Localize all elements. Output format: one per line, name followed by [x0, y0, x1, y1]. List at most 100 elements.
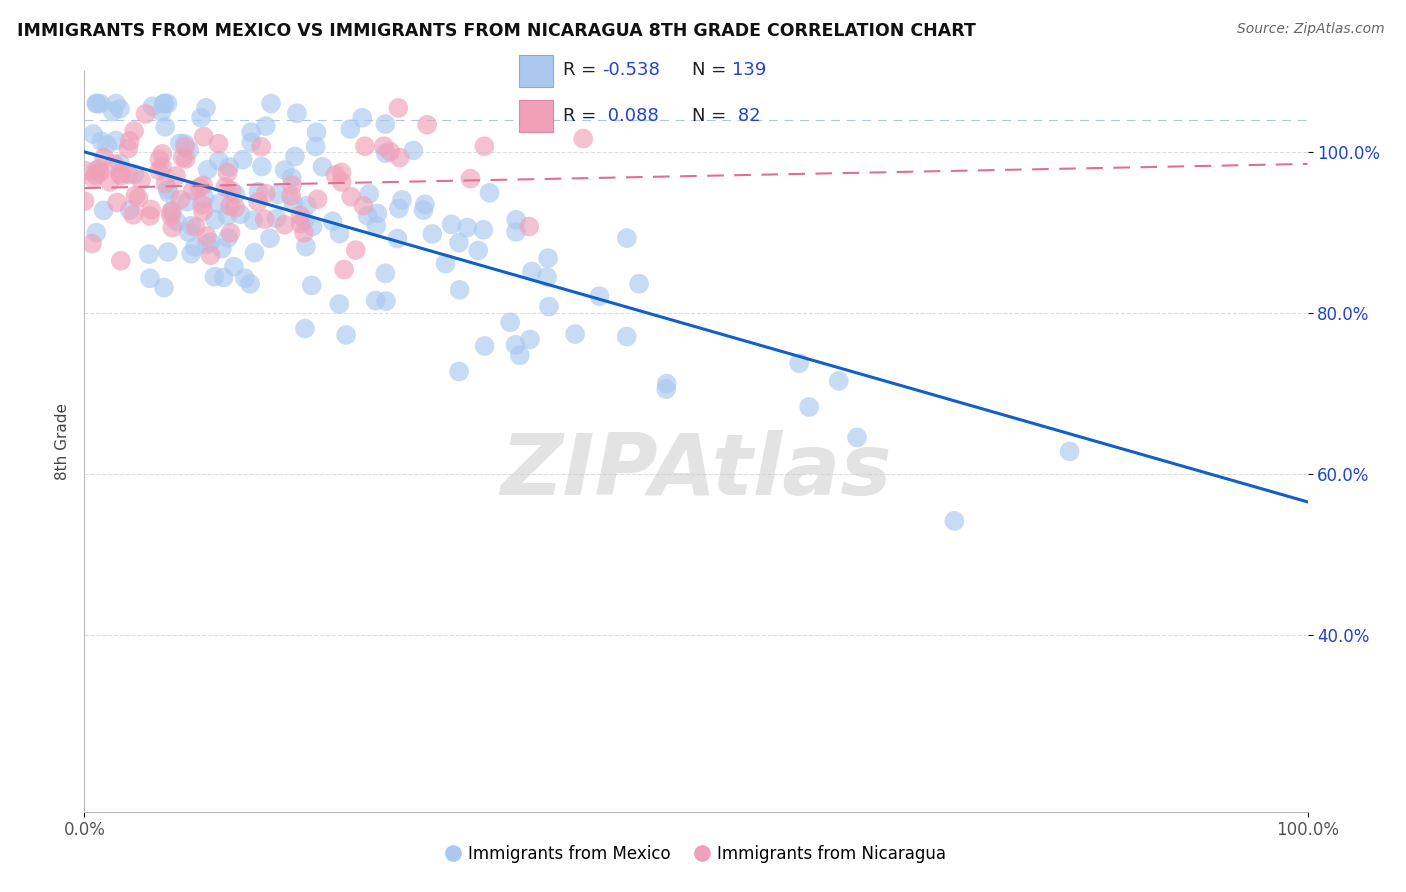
Point: [242, 213, 264, 227]
Point: [828, 374, 851, 388]
Text: R =: R =: [564, 62, 602, 79]
Point: [260, 96, 283, 111]
Legend: Immigrants from Mexico, Immigrants from Nicaragua: Immigrants from Mexico, Immigrants from …: [439, 838, 953, 870]
Point: [98, 175, 121, 189]
Point: [156, 245, 179, 260]
Point: [373, 139, 395, 153]
Point: [84, 163, 107, 178]
Point: [943, 514, 966, 528]
Point: [193, 191, 215, 205]
Point: [460, 171, 482, 186]
Point: [221, 184, 243, 198]
Point: [139, 209, 162, 223]
Text: 139: 139: [733, 62, 766, 79]
Point: [233, 271, 256, 285]
Point: [434, 256, 457, 270]
Point: [117, 168, 139, 182]
Point: [110, 156, 132, 170]
Point: [391, 193, 413, 207]
Point: [655, 376, 678, 391]
Point: [374, 117, 396, 131]
Point: [247, 194, 270, 209]
Point: [254, 119, 277, 133]
Point: [148, 152, 170, 166]
Point: [449, 283, 471, 297]
Point: [188, 180, 211, 194]
Point: [344, 243, 367, 257]
Point: [118, 203, 141, 218]
Point: [572, 131, 595, 145]
Point: [180, 219, 202, 233]
Point: [138, 247, 160, 261]
Point: [208, 153, 231, 168]
Point: [86, 96, 108, 111]
Point: [294, 213, 316, 227]
Point: [846, 430, 869, 444]
Point: [118, 134, 141, 148]
Point: [295, 198, 318, 212]
Point: [240, 135, 263, 149]
Point: [156, 182, 179, 196]
Point: [283, 196, 305, 211]
Point: [122, 124, 145, 138]
Point: [103, 157, 125, 171]
Point: [499, 315, 522, 329]
Point: [520, 264, 543, 278]
Point: [108, 167, 131, 181]
Point: [456, 220, 478, 235]
Point: [564, 327, 586, 342]
Point: [352, 199, 374, 213]
Point: [240, 125, 263, 139]
Point: [177, 225, 200, 239]
Point: [420, 227, 443, 241]
Point: [284, 149, 307, 163]
Point: [281, 178, 304, 193]
Point: [330, 165, 353, 179]
Point: [388, 151, 411, 165]
Point: [197, 162, 219, 177]
Point: [83, 171, 105, 186]
Point: [155, 177, 177, 191]
Point: [87, 161, 110, 176]
Point: [150, 146, 173, 161]
Point: [172, 151, 194, 165]
Point: [378, 145, 401, 159]
Text: IMMIGRANTS FROM MEXICO VS IMMIGRANTS FROM NICARAGUA 8TH GRADE CORRELATION CHART: IMMIGRANTS FROM MEXICO VS IMMIGRANTS FRO…: [17, 22, 976, 40]
Point: [80, 236, 103, 251]
Point: [416, 118, 439, 132]
Point: [84, 168, 107, 182]
Point: [537, 300, 560, 314]
Point: [290, 209, 312, 223]
Point: [117, 142, 139, 156]
Point: [165, 169, 187, 183]
Point: [301, 219, 323, 234]
Point: [359, 186, 381, 201]
Point: [374, 146, 396, 161]
Point: [616, 329, 638, 343]
Point: [474, 139, 496, 153]
Point: [195, 229, 218, 244]
Point: [159, 205, 181, 219]
Point: [307, 192, 329, 206]
Point: [311, 160, 333, 174]
FancyBboxPatch shape: [519, 55, 553, 87]
Point: [195, 237, 218, 252]
Point: [93, 203, 115, 218]
Point: [89, 165, 111, 179]
Point: [173, 136, 195, 151]
Point: [478, 186, 501, 200]
Text: 0.088: 0.088: [602, 107, 659, 125]
Point: [254, 186, 277, 201]
Text: 82: 82: [733, 107, 761, 125]
Point: [472, 223, 495, 237]
Point: [294, 321, 316, 335]
Point: [616, 231, 638, 245]
Point: [232, 153, 254, 167]
Point: [505, 225, 527, 239]
Point: [153, 96, 176, 111]
Point: [101, 104, 124, 119]
Point: [243, 245, 266, 260]
Point: [655, 382, 678, 396]
Point: [108, 102, 131, 116]
Point: [505, 212, 527, 227]
